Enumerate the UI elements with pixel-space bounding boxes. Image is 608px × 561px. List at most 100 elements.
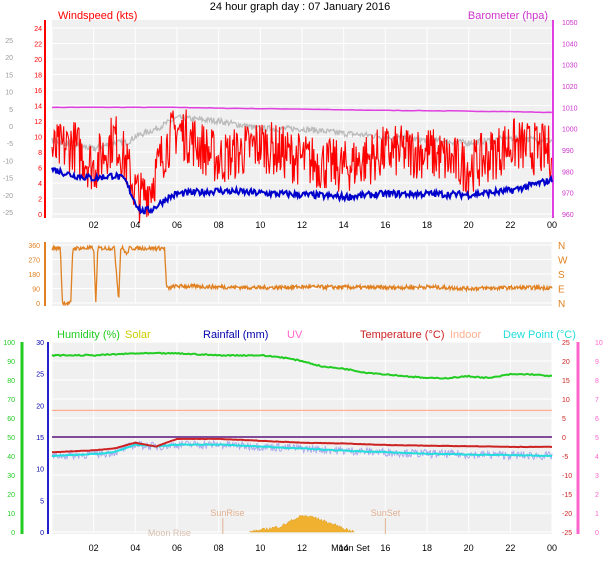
x-tick-label: 06 [172,220,182,230]
wind-outer-tick: 20 [5,55,13,62]
x-tick-label: 20 [464,543,474,553]
x-tick-label: 16 [380,220,390,230]
wind-outer-tick: 0 [9,124,13,131]
x-tick-label: 04 [130,543,140,553]
uv-tick: 6 [595,416,599,423]
barometer-tick: 1030 [562,63,578,70]
sunset-label: SunSet [371,508,401,518]
windspeed-tick: 18 [34,73,42,80]
humidity-legend: Humidity (%) [57,329,120,341]
uv-tick: 10 [595,340,603,347]
rainfall-legend: Rainfall (mm) [203,329,268,341]
moonrise-label: Moon Rise [148,528,191,538]
wind-outer-tick: -25 [3,210,13,217]
x-tick-label: 14 [339,543,349,553]
dewpoint-legend: Dew Point (°C) [503,329,576,341]
wind-outer-tick: 5 [9,107,13,114]
rainfall-tick: 0 [40,530,44,537]
humidity-tick: 60 [7,416,15,423]
x-tick-label: 18 [422,220,432,230]
windspeed-line [51,109,553,223]
wind-outer-tick: 10 [5,90,13,97]
barometer-tick: 990 [562,148,574,155]
indoor-legend: Indoor [450,329,482,341]
rainfall-tick: 20 [36,403,44,410]
uv-tick: 8 [595,378,599,385]
barometer-tick: 970 [562,191,574,198]
sunrise-label: SunRise [210,508,244,518]
temperature-tick: -5 [562,454,568,461]
humidity-tick: 80 [7,378,15,385]
humidity-tick: 50 [7,435,15,442]
temperature-tick: -20 [562,511,572,518]
wind-outer-tick: 25 [5,38,13,45]
uv-tick: 1 [595,511,599,518]
temperature-tick: 10 [562,397,570,404]
x-tick-label: 04 [130,220,140,230]
wind-average-grey-line [51,113,553,153]
barometer-tick: 1040 [562,41,578,48]
page-title: 24 hour graph day : 07 January 2016 [210,1,390,13]
dewpoint-line [51,443,553,458]
barometer-tick: 1010 [562,105,578,112]
windspeed-tick: 10 [34,135,42,142]
uv-tick: 9 [595,359,599,366]
x-tick-label: 22 [505,220,515,230]
windspeed-tick: 4 [38,181,42,188]
humidity-tick: 0 [11,530,15,537]
x-tick-label: 10 [255,543,265,553]
windspeed-tick: 20 [34,57,42,64]
solar-area [249,514,355,533]
uv-tick: 5 [595,435,599,442]
x-tick-label: 16 [380,543,390,553]
compass-tick: N [558,241,565,252]
temperature-line [51,437,553,454]
barometer-tick: 1020 [562,84,578,91]
wind-outer-tick: -20 [3,193,13,200]
x-tick-label: 08 [214,220,224,230]
temperature-tick: -15 [562,492,572,499]
temperature-tick: 20 [562,359,570,366]
humidity-tick: 10 [7,511,15,518]
barometer-tick: 980 [562,169,574,176]
humidity-tick: 90 [7,359,15,366]
windspeed-tick: 24 [34,26,42,33]
x-tick-label: 14 [339,220,349,230]
x-tick-label: 10 [255,220,265,230]
wind-direction-line [51,243,553,307]
temperature-legend: Temperature (°C) [360,329,444,341]
humidity-tick: 100 [3,340,15,347]
x-tick-label: 12 [297,220,307,230]
uv-tick: 2 [595,492,599,499]
humidity-tick: 70 [7,397,15,404]
x-tick-label: 00 [547,220,557,230]
windspeed-tick: 22 [34,42,42,49]
windspeed-tick: 0 [38,212,42,219]
rainfall-tick: 15 [36,435,44,442]
wind-outer-tick: -5 [7,141,13,148]
humidity-tick: 30 [7,473,15,480]
rainfall-tick: 5 [40,498,44,505]
windspeed-tick: 8 [38,150,42,157]
x-tick-label: 22 [505,543,515,553]
windspeed-tick: 6 [38,166,42,173]
direction-tick: 270 [28,258,40,265]
windspeed-tick: 12 [34,119,42,126]
temperature-tick: 15 [562,378,570,385]
barometer-tick: 960 [562,212,574,219]
x-tick-label: 12 [297,543,307,553]
compass-tick: W [558,256,568,267]
compass-tick: E [558,285,565,296]
uv-tick: 0 [595,530,599,537]
windspeed-legend: Windspeed (kts) [58,10,137,22]
humidity-line [51,351,553,380]
moonset-label: Moon Set [331,543,370,553]
uv-tick: 7 [595,397,599,404]
x-tick-label: 02 [89,220,99,230]
barometer-tick: 1050 [562,20,578,27]
humidity-tick: 20 [7,492,15,499]
direction-tick: 90 [32,287,40,294]
rainfall-tick: 30 [36,340,44,347]
temperature-tick: 0 [562,435,566,442]
